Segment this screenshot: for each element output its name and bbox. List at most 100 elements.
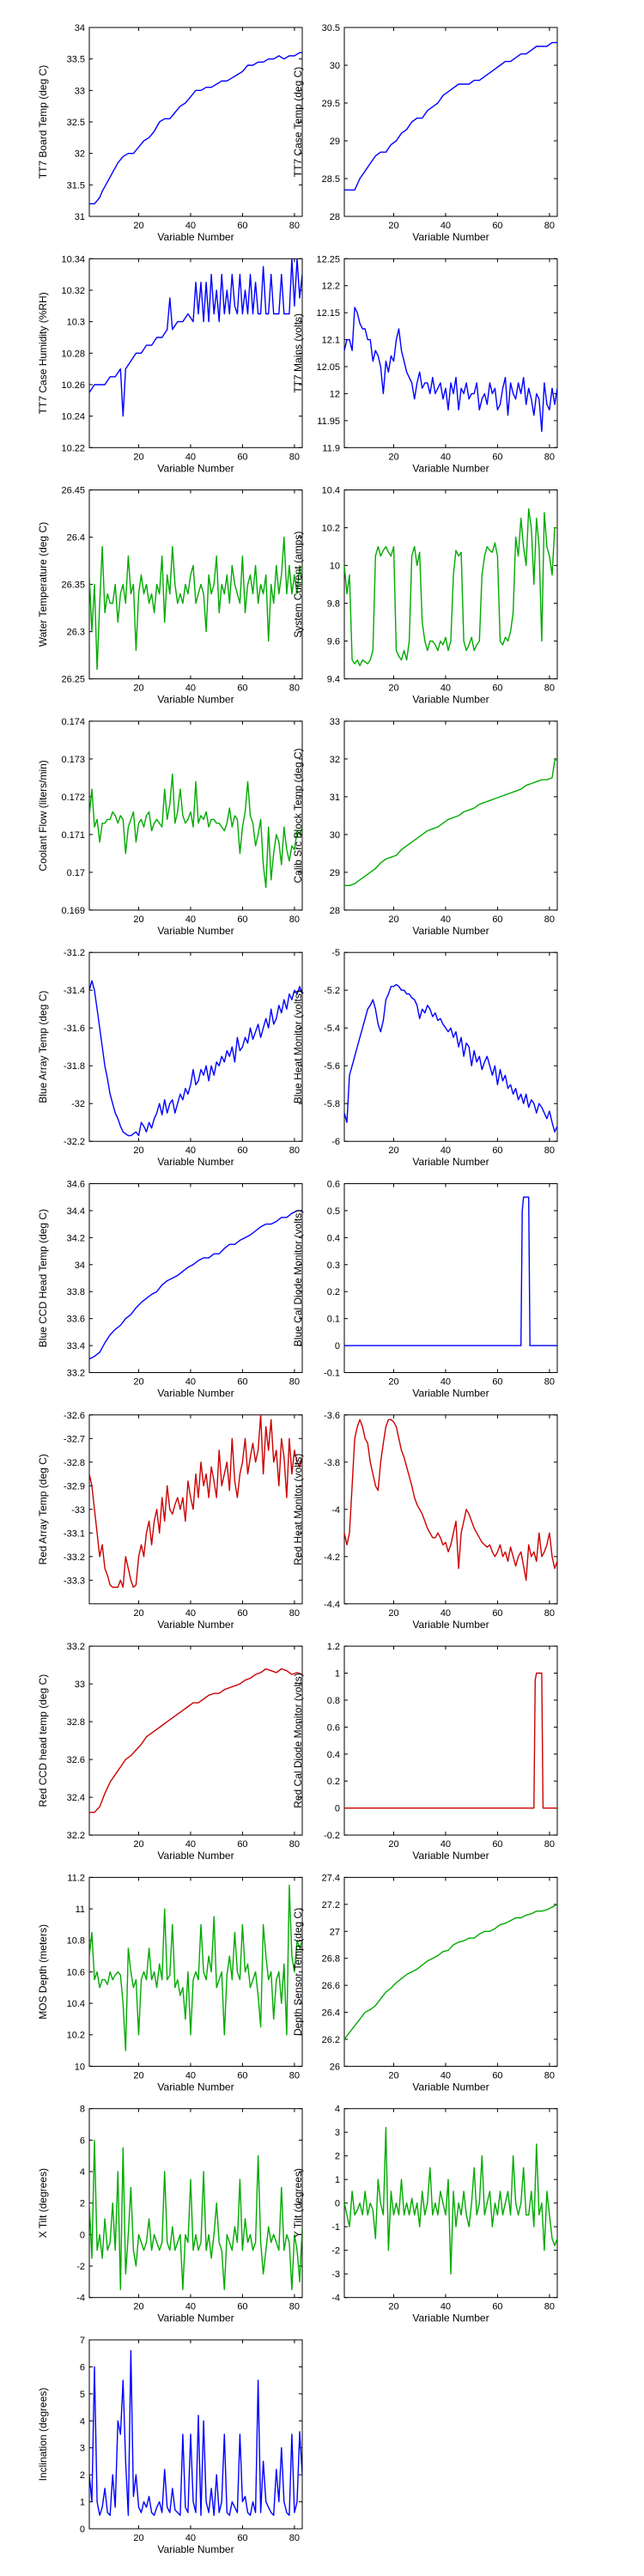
axes-frame [88,951,303,1142]
axes-frame [88,1414,303,1605]
y-tick-label: 33.2 [67,1369,85,1379]
x-tick-label: 60 [237,1839,247,1850]
y-axis-label: System Current (amps) [292,532,304,638]
y-tick-label: 9.8 [327,599,340,610]
x-tick-label: 40 [440,1145,451,1156]
y-tick-label: -5.8 [324,1099,340,1109]
x-tick-label: 40 [185,1839,196,1850]
y-tick-label: -33 [71,1505,85,1516]
y-tick-label: 2 [335,2152,340,2162]
y-tick-label: -4.2 [324,1552,340,1563]
x-axis-label: Variable Number [157,1156,234,1168]
y-tick-label: 26.4 [67,533,85,544]
y-axis-label: Inclination (degrees) [37,2388,49,2482]
y-axis-label: Red Array Temp (deg C) [37,1454,49,1564]
y-tick-label: 32 [75,149,85,160]
x-tick-label: 40 [185,2533,196,2543]
y-tick-label: 0.5 [327,1206,340,1217]
y-tick-label: 8 [80,2105,85,2115]
y-tick-label: 3 [80,2444,85,2454]
y-tick-label: 0.2 [327,1777,340,1787]
y-tick-label: 26.2 [322,2035,340,2045]
y-tick-label: 12.1 [322,336,340,346]
subplot-6: 9.4 9.6 9.8 10 10.2 10.4 20 40 60 80 Variable Numb… [292,486,558,706]
x-tick-label: 60 [237,2533,247,2543]
y-tick-label: 31 [330,793,340,803]
y-tick-label: 12.2 [322,282,340,292]
y-tick-label: 0 [335,1341,340,1352]
x-tick-label: 60 [237,1145,247,1156]
subplot-2: 28 28.5 29 29.5 30 30.5 20 40 60 80 Variable Numbe… [292,23,558,243]
x-axis-label: Variable Number [157,694,234,706]
x-tick-label: 80 [544,221,555,231]
subplot-3: 10.22 10.24 10.26 10.28 10.3 10.32 10.34 20 40 60… [37,254,303,474]
y-tick-label: 9.6 [327,637,340,647]
x-tick-label: 80 [544,914,555,925]
y-tick-label: 34.6 [67,1180,85,1190]
y-tick-label: 0.4 [327,1750,340,1760]
y-tick-label: 33.4 [67,1341,85,1352]
y-tick-label: -5 [331,948,340,958]
y-tick-label: 32.5 [67,118,85,128]
y-tick-label: -31.8 [64,1061,85,1072]
x-axis-label: Variable Number [412,2081,489,2093]
x-tick-label: 20 [388,1377,398,1388]
y-tick-label: 0.4 [327,1233,340,1243]
x-tick-label: 40 [185,452,196,462]
y-tick-label: -5.4 [324,1024,340,1034]
y-tick-label: 28.5 [322,174,340,185]
y-tick-label: 5 [80,2390,85,2400]
x-axis-label: Variable Number [412,694,489,706]
y-tick-label: -31.2 [64,948,85,958]
y-tick-label: 1 [335,2175,340,2185]
y-tick-label: -1 [331,2222,340,2233]
y-tick-label: 4 [80,2167,85,2178]
x-tick-label: 60 [492,683,502,694]
data-series-line [344,1196,557,1346]
x-tick-label: 80 [289,452,300,462]
data-series-line [89,773,302,889]
y-tick-label: -5.6 [324,1061,340,1072]
y-tick-label: 30.5 [322,23,340,33]
axes-frame [343,1183,558,1373]
x-tick-label: 40 [440,683,451,694]
subplot-4: 11.9 11.95 12 12.05 12.1 12.15 12.2 12.25 20 40 60… [292,254,558,474]
x-tick-label: 60 [492,1377,502,1388]
y-tick-label: 34 [75,23,85,33]
axes-frame [88,1183,303,1373]
y-tick-label: 6 [80,2136,85,2146]
y-tick-label: 0 [335,1804,340,1814]
y-tick-label: 26.8 [322,1954,340,1965]
data-series-line [344,1672,557,1809]
x-axis-label: Variable Number [157,462,234,474]
data-series-line [344,307,557,433]
x-tick-label: 20 [133,2302,143,2312]
y-tick-label: 31.5 [67,180,85,191]
y-tick-label: 0.2 [327,1287,340,1297]
y-tick-label: 10.8 [67,1936,85,1947]
axes-frame [88,720,303,911]
x-tick-label: 20 [133,1839,143,1850]
subplot-17: 10 10.2 10.4 10.6 10.8 11 11.2 20 40 60 80 Variable… [37,1873,303,2093]
x-axis-label: Variable Number [412,462,489,474]
data-series-line [89,2139,302,2291]
data-series-line [344,1904,557,2040]
y-tick-label: 32.8 [67,1717,85,1728]
subplot-18: 26 26.2 26.4 26.6 26.8 27 27.2 27.4 20 40 60 80 Vari… [292,1873,558,2093]
x-tick-label: 60 [492,1608,502,1619]
x-tick-label: 20 [133,1608,143,1619]
x-tick-label: 60 [237,2302,247,2312]
y-tick-label: 0.6 [327,1722,340,1733]
y-tick-label: 0.171 [61,830,85,841]
y-tick-label: 29.5 [322,99,340,109]
data-series-line [344,1419,557,1582]
y-tick-label: 4 [80,2416,85,2427]
y-tick-label: 27.4 [322,1873,340,1883]
x-tick-label: 80 [544,1377,555,1388]
subplot-21: 0 1 2 3 4 5 6 7 20 40 60 80 Variable Number Inclinati… [37,2336,303,2555]
y-tick-label: 32.4 [67,1793,85,1803]
y-tick-label: 32.2 [67,1831,85,1841]
x-tick-label: 40 [440,221,451,231]
y-tick-label: -0.1 [324,1369,340,1379]
x-tick-label: 20 [388,1839,398,1850]
